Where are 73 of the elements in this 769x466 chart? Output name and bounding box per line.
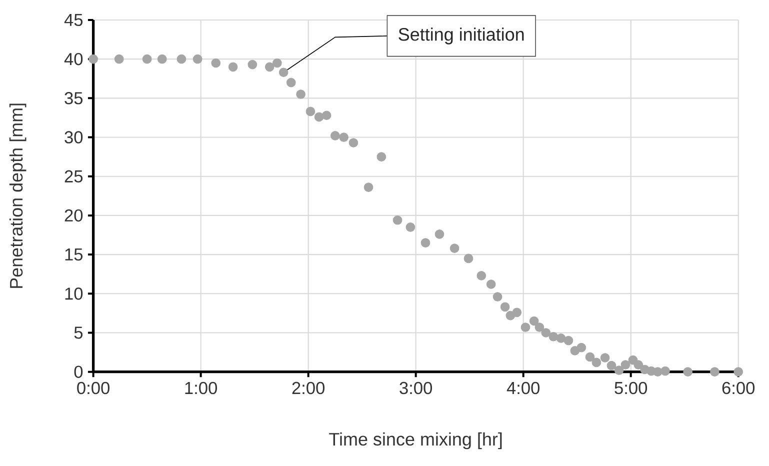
y-tick-label: 35: [64, 92, 83, 104]
point: [176, 54, 186, 64]
point: [476, 270, 486, 280]
point: [192, 54, 202, 64]
point: [606, 360, 616, 370]
y-tick-label: 15: [65, 248, 83, 260]
point: [464, 254, 474, 263]
point: [272, 58, 282, 68]
point: [406, 222, 416, 232]
point: [576, 342, 586, 352]
point: [450, 243, 460, 253]
x-tick-label: 3:00: [400, 382, 432, 394]
x-tick-label: 2:00: [292, 382, 325, 394]
x-tick-label: 0:00: [77, 382, 110, 394]
point: [248, 60, 258, 70]
point: [710, 366, 720, 376]
y-tick-label: 20: [64, 209, 83, 222]
point: [534, 322, 544, 332]
y-tick-label: 45: [64, 14, 83, 26]
point: [634, 360, 644, 370]
point: [211, 58, 221, 68]
point: [286, 78, 296, 87]
x-axis-title: Time since mixing [hr]: [329, 432, 502, 449]
point: [348, 138, 358, 148]
y-tick-label: 10: [65, 287, 83, 300]
point: [376, 152, 386, 162]
y-tick-label: 5: [74, 326, 83, 339]
point: [734, 366, 744, 376]
point: [420, 238, 430, 248]
point: [614, 365, 624, 375]
point: [592, 358, 602, 367]
point: [142, 54, 152, 64]
point: [322, 110, 332, 120]
point: [683, 366, 692, 376]
point: [364, 182, 374, 192]
point: [660, 366, 670, 376]
x-tick-label: 1:00: [185, 382, 217, 394]
point: [296, 89, 306, 99]
point: [306, 106, 316, 116]
point: [486, 279, 496, 289]
point: [492, 292, 502, 302]
point: [512, 308, 522, 317]
y-tick-label: 30: [64, 130, 83, 144]
point: [585, 352, 595, 362]
point: [548, 332, 558, 342]
y-tick-label: 0: [74, 365, 83, 378]
point: [392, 215, 402, 225]
point: [529, 316, 539, 326]
point: [88, 54, 98, 64]
point: [339, 132, 348, 142]
point: [653, 366, 662, 376]
y-axis-title: Penetration depth [mm]: [9, 103, 26, 288]
point: [330, 130, 340, 140]
point: [157, 54, 167, 64]
point: [500, 302, 510, 312]
x-tick-label: 6:00: [722, 382, 755, 394]
y-tick-label: 40: [64, 52, 83, 65]
annotation: Setting initiation: [398, 27, 524, 44]
point: [620, 360, 630, 370]
point: [564, 336, 574, 346]
x-tick-label: 4:00: [506, 382, 540, 394]
point: [278, 67, 288, 77]
point: [228, 62, 238, 72]
x-tick-label: 5:00: [614, 382, 648, 394]
y-tick-label: 25: [64, 170, 83, 182]
point: [541, 328, 551, 338]
point: [434, 229, 444, 239]
point: [600, 352, 610, 362]
point: [314, 112, 324, 122]
point: [264, 62, 274, 72]
point: [114, 54, 124, 64]
point: [556, 333, 566, 343]
point: [520, 322, 530, 332]
